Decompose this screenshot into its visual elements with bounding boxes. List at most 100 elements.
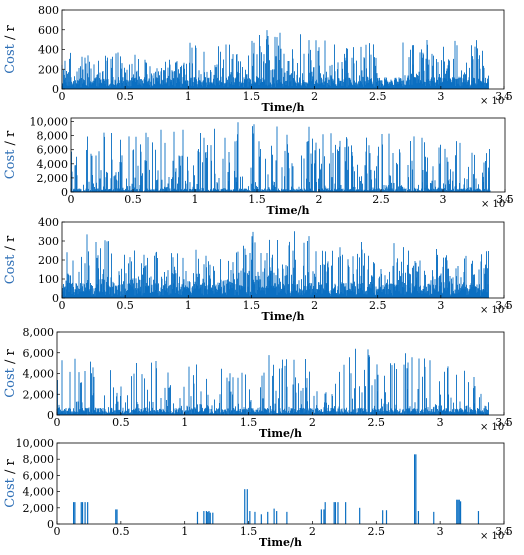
x-tick-label: 3.5 — [495, 416, 513, 429]
panel-1-ylabel: Cost / r — [3, 24, 18, 73]
panel-4-x-multiplier: × 104 — [480, 418, 509, 433]
y-tick-label: 4,000 — [37, 158, 69, 171]
y-tick-label: 2,000 — [23, 502, 55, 515]
y-tick-label: 6,000 — [23, 347, 55, 360]
x-tick-label: 0.5 — [112, 525, 130, 538]
x-tick-label: 1.5 — [240, 525, 258, 538]
panel-3-ylabel: Cost / r — [3, 235, 18, 284]
x-tick-label: 2 — [311, 90, 318, 103]
x-tick-label: 0 — [54, 525, 61, 538]
x-tick-label: 1 — [181, 525, 188, 538]
panel-5-x-multiplier: × 104 — [480, 527, 509, 542]
panel-2-x-multiplier: × 104 — [481, 195, 510, 210]
y-tick-label: 10,000 — [30, 116, 69, 129]
y-tick-label: 4,000 — [23, 368, 55, 381]
x-tick-label: 2 — [311, 299, 318, 312]
x-tick-label: 2 — [316, 193, 323, 206]
x-tick-label: 3 — [440, 193, 447, 206]
x-tick-label: 0 — [59, 90, 66, 103]
y-tick-label: 2,000 — [23, 388, 55, 401]
y-tick-label: 0 — [47, 518, 54, 531]
x-tick-label: 2 — [309, 416, 316, 429]
x-tick-label: 3.5 — [495, 90, 513, 103]
y-tick-label: 2,000 — [37, 172, 69, 185]
panel-4: 0 0.5 1 1.5 2 2.5 3 3.5 0 2,000 4,000 6,000 8,000 Ti… — [3, 326, 513, 440]
x-tick-label: 1 — [185, 90, 192, 103]
y-tick-label: 100 — [38, 273, 59, 286]
panel-4-xlabel: Time/h — [259, 427, 302, 440]
x-tick-label: 0 — [59, 299, 66, 312]
panel-2-axes — [70, 117, 506, 193]
panel-5: 0 0.5 1 1.5 2 2.5 3 3.5 0 2,000 4,000 6,000 8,000 10,… — [3, 437, 513, 549]
x-tick-label: 2.5 — [372, 193, 390, 206]
y-tick-label: 0 — [52, 83, 59, 96]
panel-4-ticks: 0 0.5 1 1.5 2 2.5 3 3.5 0 2,000 4,000 6,000 8,000 — [23, 326, 513, 429]
panel-2: 0 0.5 1 1.5 2 2.5 3 3.502,0004,0006,0008,00010,… — [3, 116, 514, 217]
panel-1: 0 0.5 1 1.5 2 2.5 3 3.5 0 200 400 600 800 Time/h Cos… — [3, 4, 513, 114]
x-tick-label: 1.5 — [243, 299, 261, 312]
y-tick-label: 600 — [38, 24, 59, 37]
panel-3-xlabel: Time/h — [261, 310, 304, 323]
y-tick-label: 200 — [38, 254, 59, 267]
panel-3-data — [61, 231, 489, 298]
y-tick-label: 6,000 — [37, 144, 69, 157]
panel-5-ticks: 0 0.5 1 1.5 2 2.5 3 3.5 0 2,000 4,000 6,000 8,000 10,… — [16, 437, 513, 538]
x-tick-label: 1.5 — [243, 90, 261, 103]
panel-5-ylabel: Cost / r — [3, 458, 18, 507]
y-tick-label: 200 — [38, 63, 59, 76]
series-line — [70, 122, 491, 192]
x-tick-label: 3.5 — [496, 193, 514, 206]
y-tick-label: 0 — [47, 409, 54, 422]
x-tick-label: 0 — [54, 416, 61, 429]
y-tick-label: 300 — [38, 235, 59, 248]
series-line — [61, 30, 489, 89]
x-tick-label: 0.5 — [112, 416, 130, 429]
x-tick-label: 1 — [185, 299, 192, 312]
panel-5-data — [73, 454, 480, 524]
panel-1-x-multiplier: × 104 — [480, 92, 509, 107]
x-tick-label: 2.5 — [369, 90, 387, 103]
x-tick-label: 3.5 — [495, 299, 513, 312]
x-tick-label: 2.5 — [369, 299, 387, 312]
y-tick-label: 400 — [38, 216, 59, 229]
panel-5-xlabel: Time/h — [259, 536, 302, 549]
panel-2-ylabel: Cost / r — [3, 130, 18, 179]
panel-1-ticks: 0 0.5 1 1.5 2 2.5 3 3.5 0 200 400 600 800 — [38, 4, 513, 103]
panel-1-xlabel: Time/h — [261, 101, 304, 114]
x-tick-label: 1.5 — [240, 416, 258, 429]
x-tick-label: 1.5 — [248, 193, 266, 206]
y-tick-label: 6,000 — [23, 469, 55, 482]
y-tick-label: 10,000 — [16, 437, 55, 450]
y-tick-label: 400 — [38, 44, 59, 57]
x-tick-label: 3.5 — [495, 525, 513, 538]
panel-4-axes — [56, 331, 505, 416]
y-tick-label: 8,000 — [23, 326, 55, 339]
x-tick-label: 2 — [309, 525, 316, 538]
y-tick-label: 4,000 — [23, 486, 55, 499]
y-tick-label: 8,000 — [23, 453, 55, 466]
panel-2-data — [70, 122, 491, 192]
y-tick-label: 0 — [52, 292, 59, 305]
panel-5-axes — [56, 442, 505, 525]
panel-4-data — [56, 348, 489, 415]
panel-2-ticks: 0 0.5 1 1.5 2 2.5 3 3.502,0004,0006,0008,00010,… — [30, 116, 514, 206]
x-tick-label: 0 — [68, 193, 75, 206]
x-tick-label: 2.5 — [368, 416, 386, 429]
x-tick-label: 1 — [181, 416, 188, 429]
y-tick-label: 800 — [38, 4, 59, 17]
series-line — [56, 348, 489, 415]
y-tick-label: 8,000 — [37, 130, 69, 143]
panel-4-ylabel: Cost / r — [3, 348, 18, 397]
y-tick-label: 0 — [61, 186, 68, 199]
series-line — [61, 231, 489, 298]
x-tick-label: 0.5 — [116, 299, 134, 312]
x-tick-label: 0.5 — [124, 193, 142, 206]
x-tick-label: 1 — [192, 193, 199, 206]
x-tick-label: 2.5 — [368, 525, 386, 538]
x-tick-label: 3 — [437, 90, 444, 103]
panel-2-xlabel: Time/h — [266, 204, 309, 217]
x-tick-label: 3 — [437, 525, 444, 538]
